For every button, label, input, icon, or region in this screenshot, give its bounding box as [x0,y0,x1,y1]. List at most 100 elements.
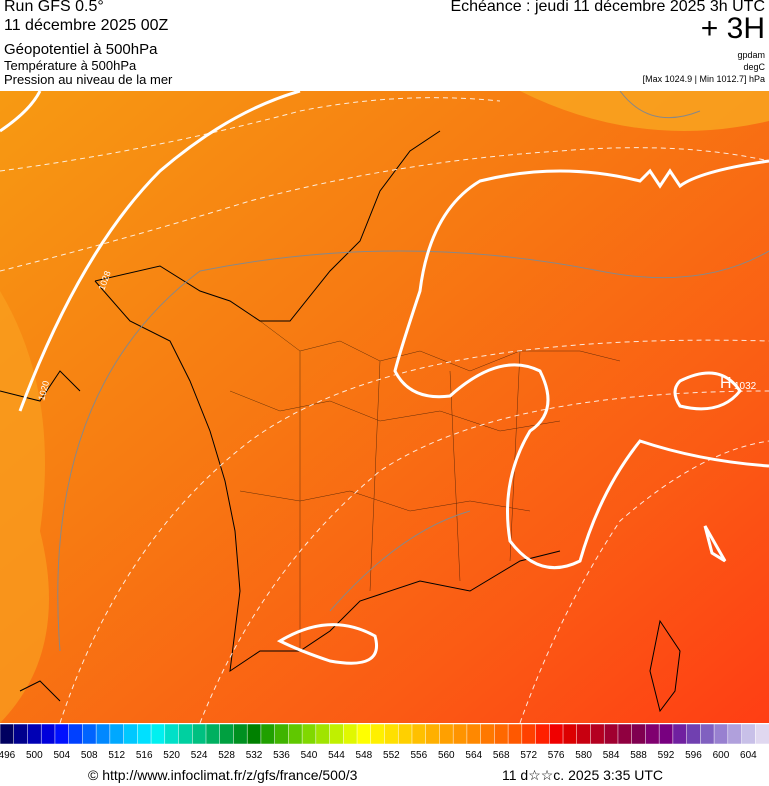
colorbar-swatch [480,724,496,745]
colorbar-swatch [686,724,702,745]
colorbar-swatch [109,724,125,745]
colorbar-label: 544 [328,750,345,761]
colorbar-label: 580 [575,750,592,761]
colorbar-swatch [658,724,674,745]
forecast-step: + 3H [700,12,765,45]
colorbar-swatch [315,724,331,745]
colorbar-label: 528 [218,750,235,761]
colorbar-label: 572 [520,750,537,761]
colorbar-label: 496 [0,750,16,761]
colorbar-label: 540 [301,750,318,761]
unit: gpdam [737,50,765,60]
colorbar-label: 564 [465,750,482,761]
pressure-range: [Max 1024.9 | Min 1012.7] hPa [642,74,765,84]
colorbar-swatch [356,724,372,745]
map-background [0,91,769,723]
colorbar-swatch [219,724,235,745]
temperature-contours [0,97,769,723]
colorbar-swatch [40,724,56,745]
colorbar-swatch [672,724,688,745]
colorbar-swatch [603,724,619,745]
colorbar-label: 568 [493,750,510,761]
colorbar-label: 508 [81,750,98,761]
run-title: Run GFS 0.5° [4,0,104,15]
unit: degC [743,62,765,72]
colorbar-label: 524 [191,750,208,761]
field-title: Pression au niveau de la mer [4,72,173,87]
isobars [57,91,769,652]
colorbar-swatch [645,724,660,745]
field-title: Température à 500hPa [4,58,137,73]
footer-timestamp: 11 d☆☆c. 2025 3:35 UTC [502,767,664,783]
colorbar-swatch [727,724,743,745]
colorbar-swatch [397,724,413,745]
map: H 1032 1028 1020 [0,91,769,723]
colorbar-swatch [590,724,605,745]
colorbar-label: 520 [163,750,180,761]
colorbar-swatch [233,724,248,745]
colorbar-swatch [411,724,427,745]
colorbar-label: 516 [136,750,153,761]
colorbar-swatch [164,724,180,745]
colorbar-label: 604 [740,750,757,761]
colorbar-swatch [137,724,152,745]
field-title: Géopotentiel à 500hPa [4,41,158,58]
geopotential-contours [0,91,769,665]
high-value: 1032 [734,381,757,392]
colorbar-label: 500 [26,750,43,761]
colorbar-swatch [521,724,537,745]
colorbar-swatch [205,724,221,745]
colorbar-swatch [452,724,468,745]
colorbar-swatch [288,724,303,745]
colorbar-swatch [123,724,139,745]
colorbar-swatch [329,724,345,745]
colorbar-label: 600 [713,750,730,761]
colorbar-swatch [68,724,84,745]
colorbar-swatch [192,724,207,745]
colorbar-label: 584 [603,750,620,761]
colorbar-swatch [507,724,523,745]
colorbar-label: 596 [685,750,702,761]
colorbar-swatch [494,724,509,745]
colorbar-swatch [370,724,386,745]
colorbar-label: 560 [438,750,455,761]
colorbar-swatch [700,724,715,745]
region [0,291,49,723]
colorbar-swatch [384,724,399,745]
colorbar-label: 532 [246,750,263,761]
colorbar-swatch [439,724,454,745]
colorbar-swatch [713,724,729,745]
colorbar-swatch [617,724,633,745]
colorbar-swatch [466,724,482,745]
colorbar-swatch [246,724,262,745]
colorbar-label: 552 [383,750,400,761]
colorbar-swatch [54,724,70,745]
forecast-time: Echéance : jeudi 11 décembre 2025 3h UTC [450,0,765,15]
colorbar-swatch [13,724,29,745]
footer-source: © http://www.infoclimat.fr/z/gfs/france/… [88,767,358,783]
colorbar-label: 556 [410,750,427,761]
colorbar-swatch [274,724,290,745]
colorbar-swatch [0,724,15,745]
colorbar-label: 504 [53,750,70,761]
colorbar-swatch [27,724,42,745]
run-date: 11 décembre 2025 00Z [4,17,169,34]
colorbar-swatch [755,724,769,745]
colorbar-swatch [82,724,97,745]
colorbar-label: 512 [108,750,125,761]
borders [229,320,621,651]
colorbar-label: 548 [356,750,373,761]
colorbar-swatch [178,724,193,745]
colorbar-swatch [260,724,276,745]
colorbar-swatch [425,724,441,745]
colorbar-swatch [576,724,592,745]
colorbar-swatch [549,724,564,745]
colorbar-swatch [95,724,111,745]
colorbar-swatch [150,724,166,745]
colorbar-swatch [562,724,578,745]
coastline [0,130,681,713]
colorbar-swatch [301,724,317,745]
colorbar: 496 500 504 508 512 516 520 524 528 532 536 540 544 5… [0,724,769,761]
colorbar-swatch [343,724,358,745]
